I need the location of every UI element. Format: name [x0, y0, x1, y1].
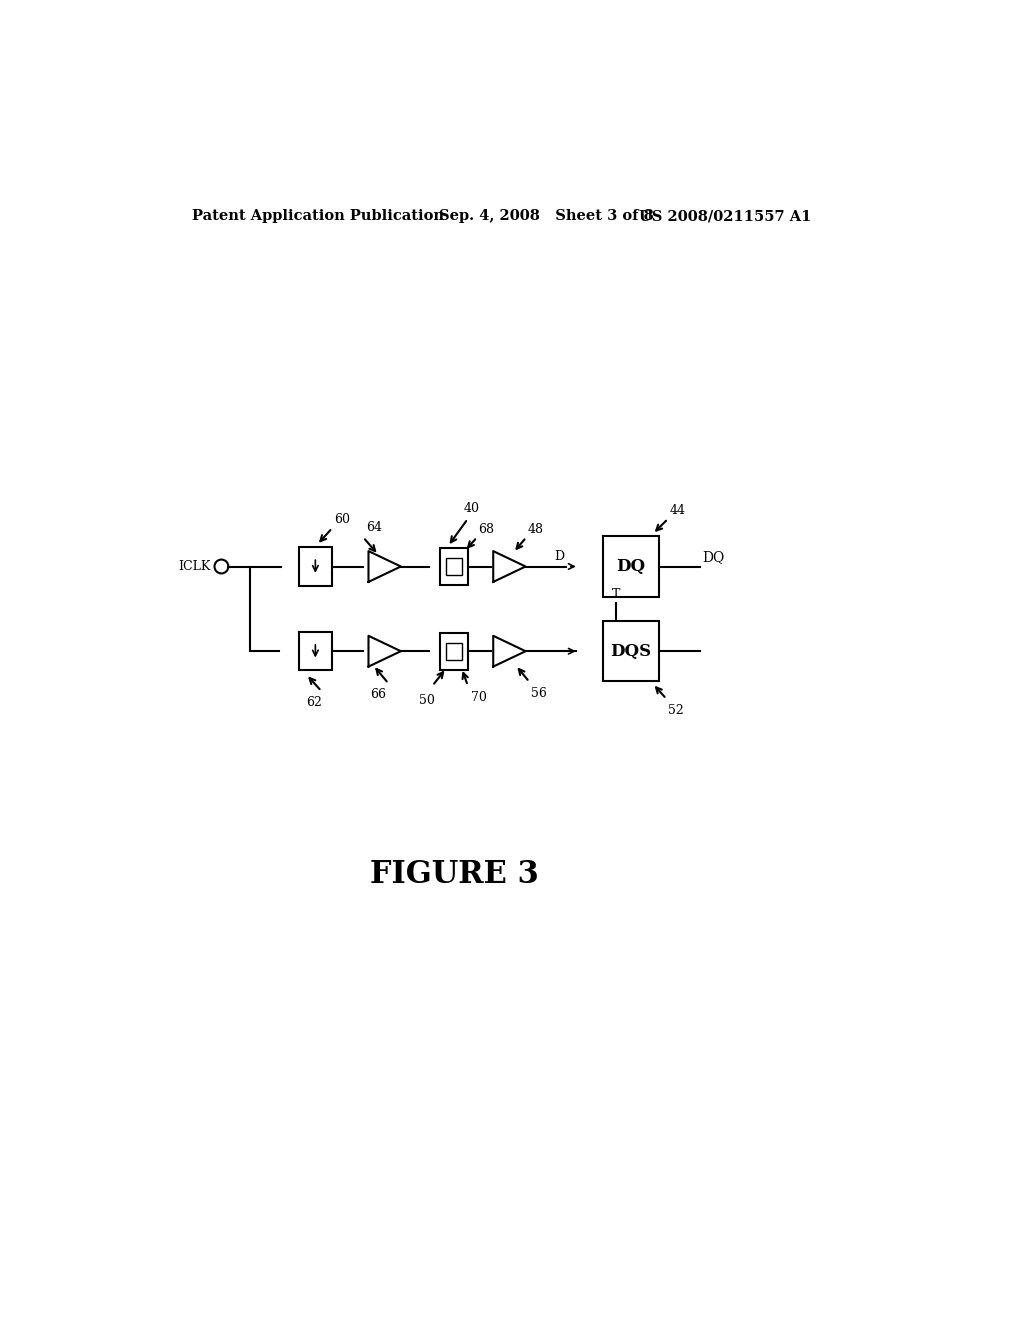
Bar: [299, 548, 332, 586]
Bar: [440, 632, 468, 669]
Bar: [603, 622, 658, 681]
Text: T: T: [611, 589, 620, 601]
Text: DQ: DQ: [701, 550, 724, 564]
Text: 52: 52: [668, 704, 684, 717]
Text: FIGURE 3: FIGURE 3: [370, 859, 539, 890]
Bar: [446, 643, 462, 660]
Text: 60: 60: [334, 513, 350, 527]
Text: 40: 40: [463, 502, 479, 515]
Bar: [603, 536, 658, 597]
Text: Sep. 4, 2008   Sheet 3 of 8: Sep. 4, 2008 Sheet 3 of 8: [438, 209, 653, 223]
Text: DQ: DQ: [616, 558, 645, 576]
Text: 62: 62: [306, 696, 322, 709]
Polygon shape: [369, 636, 400, 667]
Text: 70: 70: [471, 692, 486, 705]
Text: DQS: DQS: [610, 643, 651, 660]
Bar: [446, 558, 462, 576]
Text: 44: 44: [670, 504, 685, 517]
Polygon shape: [494, 552, 525, 582]
Text: 56: 56: [531, 686, 547, 700]
Text: 50: 50: [419, 693, 435, 706]
Text: 64: 64: [367, 521, 382, 535]
Bar: [440, 548, 468, 585]
Text: ICLK: ICLK: [178, 560, 211, 573]
Bar: [299, 632, 332, 671]
Text: US 2008/0211557 A1: US 2008/0211557 A1: [639, 209, 811, 223]
Text: 48: 48: [528, 523, 544, 536]
Text: D: D: [554, 550, 564, 564]
Polygon shape: [494, 636, 525, 667]
Polygon shape: [369, 552, 400, 582]
Text: 66: 66: [371, 688, 386, 701]
Text: 68: 68: [478, 523, 495, 536]
Text: Patent Application Publication: Patent Application Publication: [193, 209, 444, 223]
